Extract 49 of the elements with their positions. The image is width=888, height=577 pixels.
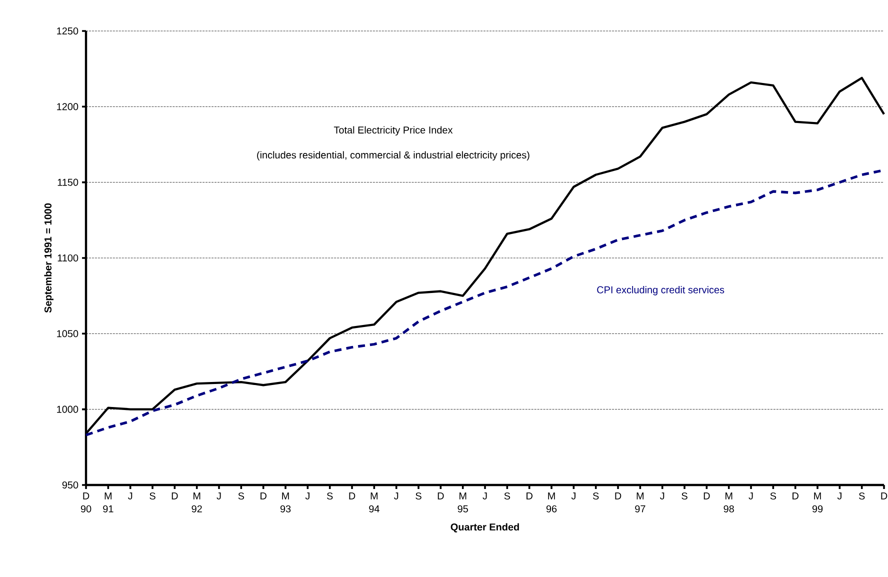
x-tick-label: D — [349, 492, 356, 500]
x-tick-label: D — [260, 492, 266, 500]
y-tick-label: 1150 — [58, 178, 78, 186]
x-tick-label: M 91 — [103, 492, 114, 512]
x-tick-label: D — [881, 492, 888, 500]
x-tick-label: J — [482, 492, 487, 500]
x-tick-label: S — [150, 492, 156, 500]
x-tick-label: J — [837, 492, 842, 500]
x-tick-label: S — [238, 492, 244, 500]
y-tick-label: 1250 — [57, 27, 78, 35]
x-tick-label: M 98 — [724, 492, 734, 512]
x-axis-title: Quarter Ended — [450, 523, 519, 532]
x-tick-label: S — [326, 492, 333, 500]
x-tick-label: D — [438, 492, 444, 500]
y-tick-label: 1050 — [57, 330, 78, 338]
y-tick-label: 1100 — [58, 254, 78, 262]
x-tick-label: S — [682, 492, 688, 500]
y-tick-label: 1000 — [57, 406, 78, 413]
x-tick-label: M 99 — [812, 492, 823, 512]
x-tick-label: S — [592, 492, 599, 500]
x-tick-label: J — [216, 492, 221, 500]
x-tick-label: S — [858, 492, 865, 500]
x-tick-label: S — [416, 492, 422, 500]
annotation: (includes residential, commercial & industrial electricity prices) — [257, 151, 530, 160]
x-tick-label: D — [526, 492, 532, 500]
x-tick-label: M 93 — [280, 492, 291, 512]
x-tick-label: M 92 — [192, 492, 202, 512]
x-tick-label: M 94 — [369, 492, 380, 512]
x-tick-label: J — [660, 492, 664, 500]
x-tick-label: D — [615, 492, 622, 500]
x-tick-label: M 95 — [458, 492, 468, 512]
x-tick-label: M 96 — [546, 492, 557, 512]
x-tick-label: M 97 — [635, 492, 646, 512]
x-tick-label: D — [792, 492, 798, 500]
x-tick-label: J — [305, 492, 310, 500]
x-tick-label: D — [172, 492, 178, 500]
y-tick-label: 950 — [62, 481, 78, 489]
x-tick-label: J — [748, 492, 753, 500]
x-tick-label: J — [394, 492, 398, 500]
y-axis-title: September 1991 = 1000 — [44, 203, 54, 313]
text: Total Electricity Price Index — [334, 126, 453, 136]
x-tick-label: J — [571, 492, 576, 500]
x-tick-label: J — [128, 492, 132, 500]
x-tick-label: S — [504, 492, 510, 500]
x-tick-label: D — [704, 492, 710, 500]
x-tick-label: D 90 — [80, 492, 92, 512]
y-tick-label: 1200 — [57, 103, 78, 110]
text: CPI excluding credit services — [597, 286, 724, 296]
x-tick-label: S — [770, 492, 776, 500]
